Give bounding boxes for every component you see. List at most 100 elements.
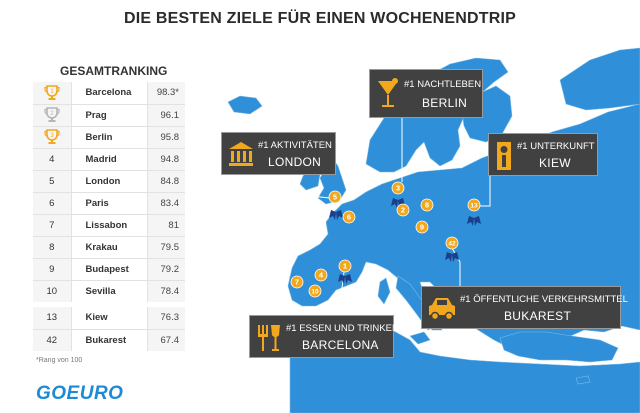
trophy-rank-number: 3 [50,133,54,139]
award-ribbons [329,198,481,284]
rank-number: 42 [46,334,58,346]
fork-glass-icon [258,325,280,351]
table-row: 1 Barcelona 98.3* [33,82,185,104]
marker-lissabon: 7 [290,275,304,289]
table-row: 3 Berlin 95.8 [33,125,185,148]
callout-activities-city: LONDON [268,155,322,169]
city-name: Barcelona [85,87,132,99]
rank-cell: 3 [33,125,72,148]
marker-dot [391,181,405,195]
rank-cell: 1 [33,82,72,104]
score-value: 76.3 [146,307,185,329]
rank-number: 6 [49,197,55,209]
marker-krakau: 8 [420,198,434,212]
marker-number: 3 [396,184,400,193]
goeuro-logo: GOEURO [36,383,124,404]
rank-cell: 5 [33,169,72,192]
rank-number: 8 [49,241,55,253]
score-value: 83.4 [146,191,185,214]
table-row: 4 Madrid 94.8 [33,147,185,170]
ribbon-icon [329,210,343,220]
marker-bukarest: 42 [445,236,459,250]
rank-cell: 42 [33,328,72,351]
city-markers: 1 2 3 4 5 6 7 8 9 10 13 42 [290,181,481,298]
callout-nightlife-label: #1 NACHTLEBEN [404,79,482,90]
marker-dot [328,190,342,204]
marker-dot [338,259,352,273]
marker-dot [420,198,434,212]
score-value: 67.4 [146,328,185,351]
ranking-footnote: *Rang von 100 [36,357,83,364]
score-value: 95.8 [146,125,185,148]
table-row: 2 Prag 96.1 [33,103,185,126]
rank-cell: 10 [33,279,72,302]
callout-nightlife: #1 NACHTLEBEN BERLIN [369,69,483,118]
marker-number: 7 [295,278,299,287]
marker-number: 10 [311,289,319,296]
ranking-gap [33,302,185,307]
table-row: 7 Lissabon 81 [33,213,185,236]
score-value: 94.8 [146,147,185,170]
marker-barcelona: 1 [338,259,352,273]
city-name: London [71,169,147,192]
marker-london: 5 [328,190,342,204]
trophy-rank-number: 2 [50,111,54,117]
marker-number: 8 [425,201,429,210]
score-value: 98.3* [146,82,185,104]
callout-activities: #1 AKTIVITÄTEN LONDON [221,132,336,175]
car-icon [429,298,455,321]
museum-icon [229,142,253,166]
table-row: 42 Bukarest 67.4 [33,328,185,351]
rank-cell: 7 [33,213,72,236]
score-value: 81 [146,213,185,236]
city-name: Lissabon [71,213,147,236]
door-hanger-icon [497,142,511,170]
table-row: 5 London 84.8 [33,169,185,192]
callout-food: #1 ESSEN UND TRINKEN BARCELONA [249,315,399,358]
city-name: Paris [71,191,147,214]
rank-cell: 9 [33,257,72,280]
leader-bukarest [451,247,461,286]
callout-transport: #1 ÖFFENTLICHE VERKEHRSMITTEL BUKAREST [421,286,628,329]
rank-number: 7 [49,219,55,231]
marker-number: 42 [448,241,456,248]
score-value: 84.8 [146,169,185,192]
city-name: Berlin [71,125,147,148]
ribbon-icon [338,274,352,284]
marker-number: 9 [420,223,424,232]
trophy-icon: 3 [44,129,60,144]
rank-number: 5 [49,175,55,187]
leader-london [289,176,331,199]
ranking-heading: GESAMTRANKING [60,64,168,78]
trophy-icon: 1 [44,84,60,100]
ribbon-icon [391,198,405,208]
rank-number: 13 [46,312,58,324]
city-name: Madrid [71,147,147,170]
marker-number: 6 [347,213,351,222]
ribbon-icon [467,216,481,226]
callout-accommodation: #1 UNTERKUNFT KIEW [488,133,598,176]
table-row: 6 Paris 83.4 [33,191,185,214]
marker-budapest: 9 [415,220,429,234]
callout-transport-city: BUKAREST [504,309,572,323]
rank-cell: 6 [33,191,72,214]
score-value: 96.1 [146,103,185,126]
marker-dot [314,268,328,282]
callout-accommodation-city: KIEW [539,156,571,170]
score-value: 79.2 [146,257,185,280]
rank-number: 10 [46,285,58,297]
marker-dot [445,236,459,250]
marker-prag: 2 [396,203,410,217]
marker-number: 1 [343,262,347,271]
marker-paris: 6 [342,210,356,224]
marker-berlin: 3 [391,181,405,195]
score-value: 78.4 [146,279,185,302]
city-name: Krakau [71,235,147,258]
city-name: Kiew [85,312,108,324]
marker-dot [342,210,356,224]
callout-food-city: BARCELONA [302,338,379,352]
ranking-table: 1 Barcelona 98.3* 2 Prag 96.1 3 Berlin 95.8 4 Madr… [33,82,185,351]
callout-nightlife-city: BERLIN [422,96,468,110]
table-row: 13 Kiew 76.3 [33,307,185,329]
rank-cell: 4 [33,147,72,170]
